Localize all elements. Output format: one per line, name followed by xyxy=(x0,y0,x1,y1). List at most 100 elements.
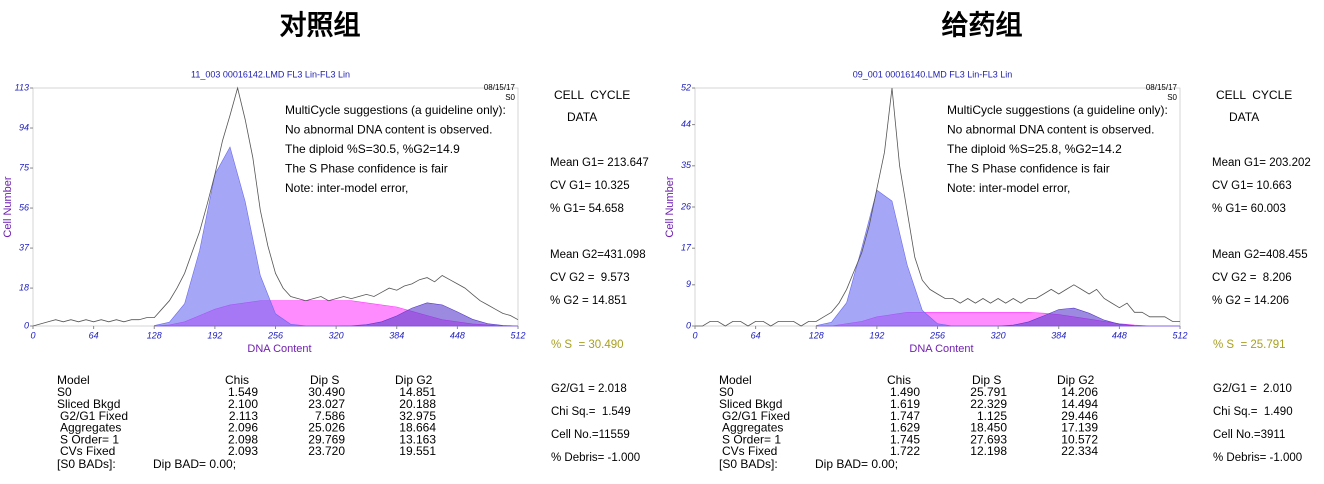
cell-cycle-label: CELL CYCLE xyxy=(1216,88,1292,102)
table-cell: 7.586 xyxy=(315,409,345,423)
x-tick-label: 512 xyxy=(1172,330,1187,340)
bads: [S0 BADs]: xyxy=(719,457,778,471)
summary: % Debris= -1.000 xyxy=(1213,452,1302,464)
table-cell: 10.572 xyxy=(1061,432,1098,446)
summary: Cell No.=3911 xyxy=(1213,429,1285,441)
y-tick-label: 52 xyxy=(681,82,691,92)
annotation: Note: inter-model error, xyxy=(947,181,1070,195)
table-cell: S0 xyxy=(57,385,72,399)
s-phase: % S = 25.791 xyxy=(1213,339,1286,351)
table-cell: 19.551 xyxy=(399,444,436,458)
sample: S0 xyxy=(505,93,515,102)
table-cell: Sliced Bkgd xyxy=(57,397,120,411)
table-cell: 1.745 xyxy=(890,432,920,446)
x-axis-label: DNA Content xyxy=(909,343,973,355)
y-tick-label: 0 xyxy=(686,320,691,330)
table-cell: 1.125 xyxy=(977,409,1007,423)
x-tick-label: 256 xyxy=(929,330,945,340)
x-tick-label: 128 xyxy=(147,330,162,340)
table-cell: 25.791 xyxy=(970,385,1007,399)
y-tick-label: 113 xyxy=(15,82,29,92)
x-tick-label: 0 xyxy=(692,330,697,340)
x-tick-label: 384 xyxy=(389,330,404,340)
y-tick-label: 17 xyxy=(681,243,692,253)
table-cell: S Order= 1 xyxy=(722,432,781,446)
summary: G2/G1 = 2.018 xyxy=(551,383,627,395)
table-cell: S0 xyxy=(719,385,734,399)
table-cell: 29.446 xyxy=(1061,409,1098,423)
y-axis-label: Cell Number xyxy=(2,176,14,237)
x-tick-label: 384 xyxy=(1051,330,1066,340)
y-tick-label: 37 xyxy=(19,242,30,252)
table-cell: Aggregates xyxy=(722,421,783,435)
table-cell: 17.139 xyxy=(1061,421,1098,435)
stat: Mean G2=431.098 xyxy=(550,249,646,261)
stat: % G1= 60.003 xyxy=(1212,203,1286,215)
table-cell: 1.490 xyxy=(890,385,920,399)
heading: 对照组 xyxy=(280,10,361,42)
table-cell: G2/G1 Fixed xyxy=(722,409,790,423)
annotation: MultiCycle suggestions (a guideline only… xyxy=(947,103,1168,117)
table-cell: 1.722 xyxy=(890,444,920,458)
x-tick-label: 320 xyxy=(991,330,1006,340)
y-tick-label: 94 xyxy=(19,122,29,132)
stat: CV G2 = 8.206 xyxy=(1212,272,1292,284)
x-tick-label: 448 xyxy=(1112,330,1127,340)
stat: % G2 = 14.851 xyxy=(550,295,627,307)
table-cell: 18.450 xyxy=(970,421,1007,435)
histogram-line xyxy=(32,86,519,327)
cell-cycle-label: DATA xyxy=(567,110,597,124)
table-cell: 1.549 xyxy=(228,385,258,399)
table-cell: Sliced Bkgd xyxy=(719,397,782,411)
table-header: Chis xyxy=(225,373,249,387)
x-tick-label: 128 xyxy=(809,330,824,340)
table-cell: 2.093 xyxy=(228,444,258,458)
table-cell: S Order= 1 xyxy=(60,432,119,446)
table-cell: 32.975 xyxy=(399,409,436,423)
model-area xyxy=(154,146,518,327)
chart-title: 09_001 00016140.LMD FL3 Lin-FL3 Lin xyxy=(853,69,1013,79)
y-tick-label: 56 xyxy=(19,202,29,212)
table-cell: CVs Fixed xyxy=(722,444,777,458)
table-cell: 18.664 xyxy=(399,421,436,435)
y-tick-label: 0 xyxy=(24,320,29,330)
x-tick-label: 256 xyxy=(267,330,283,340)
table-cell: 1.619 xyxy=(890,397,920,411)
sample: S0 xyxy=(1167,93,1177,102)
y-tick-label: 9 xyxy=(686,279,691,289)
table-cell: 2.098 xyxy=(228,432,258,446)
summary: G2/G1 = 2.010 xyxy=(1213,383,1292,395)
bads: Dip BAD= 0.00; xyxy=(153,457,236,471)
y-tick-label: 35 xyxy=(681,160,692,170)
stat: % G1= 54.658 xyxy=(550,203,624,215)
date: 08/15/17 xyxy=(1146,83,1178,92)
heading: 给药组 xyxy=(942,10,1023,42)
y-tick-label: 18 xyxy=(19,282,29,292)
y-tick-label: 75 xyxy=(19,162,30,172)
x-axis-label: DNA Content xyxy=(247,343,311,355)
summary: Chi Sq.= 1.490 xyxy=(1213,406,1293,418)
cell-cycle-label: CELL CYCLE xyxy=(554,88,630,102)
annotation: The S Phase confidence is fair xyxy=(947,162,1110,176)
annotation: The diploid %S=30.5, %G2=14.9 xyxy=(285,142,460,156)
table-cell: 14.206 xyxy=(1061,385,1098,399)
annotation: MultiCycle suggestions (a guideline only… xyxy=(285,103,506,117)
table-header: Dip G2 xyxy=(1057,373,1095,387)
annotation: No abnormal DNA content is observed. xyxy=(285,123,492,137)
chart-title: 11_003 00016142.LMD FL3 Lin-FL3 Lin xyxy=(191,69,350,79)
table-cell: 27.693 xyxy=(970,432,1007,446)
y-tick-label: 44 xyxy=(681,119,691,129)
summary: Chi Sq.= 1.549 xyxy=(551,406,631,418)
s-phase: % S = 30.490 xyxy=(551,339,624,351)
table-cell: 12.198 xyxy=(970,444,1007,458)
y-axis-label: Cell Number xyxy=(664,176,676,237)
x-tick-label: 512 xyxy=(510,330,525,340)
summary: Cell No.=11559 xyxy=(551,429,630,441)
annotation: No abnormal DNA content is observed. xyxy=(947,123,1154,137)
stat: CV G1= 10.325 xyxy=(550,180,630,192)
table-header: Chis xyxy=(887,373,911,387)
stat: % G2 = 14.206 xyxy=(1212,295,1289,307)
y-tick-label: 26 xyxy=(680,201,691,211)
x-tick-label: 64 xyxy=(89,330,99,340)
table-cell: 22.329 xyxy=(970,397,1007,411)
